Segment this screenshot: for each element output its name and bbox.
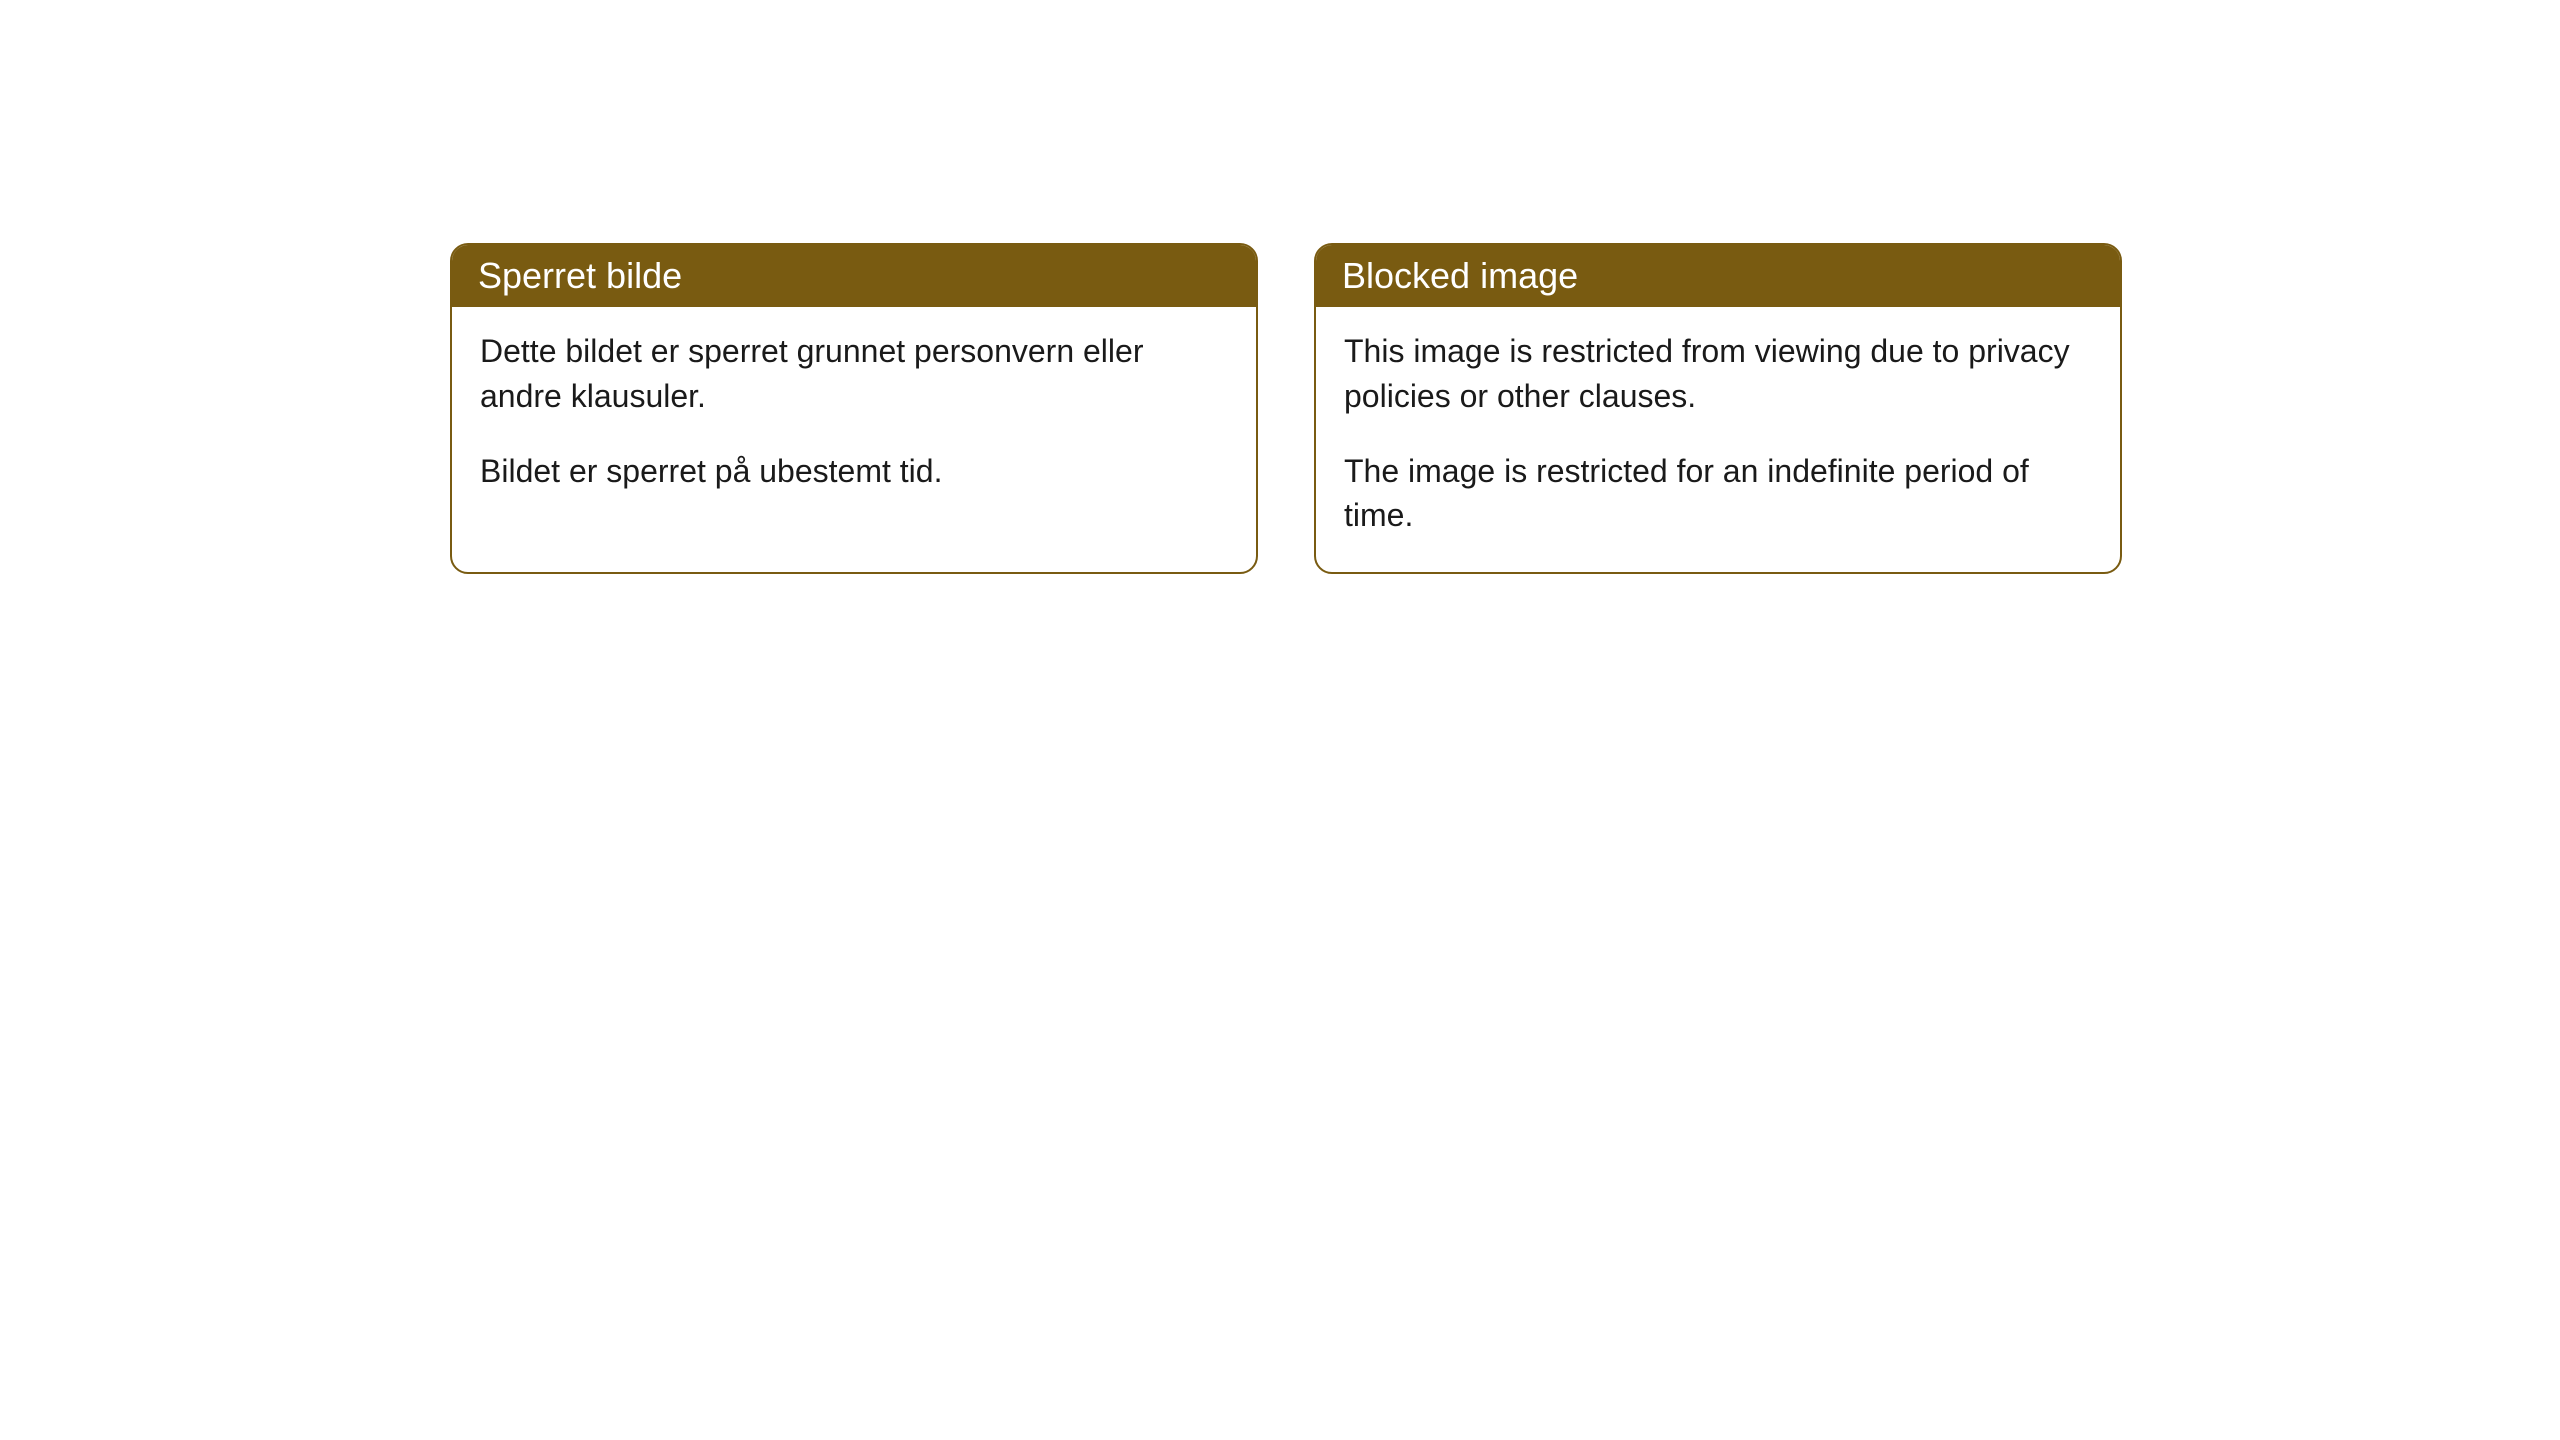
card-header-norwegian: Sperret bilde (452, 245, 1256, 307)
card-body-norwegian: Dette bildet er sperret grunnet personve… (452, 307, 1256, 527)
card-paragraph-1-norwegian: Dette bildet er sperret grunnet personve… (480, 329, 1228, 419)
card-header-english: Blocked image (1316, 245, 2120, 307)
card-norwegian: Sperret bilde Dette bildet er sperret gr… (450, 243, 1258, 574)
card-paragraph-2-norwegian: Bildet er sperret på ubestemt tid. (480, 449, 1228, 494)
card-paragraph-1-english: This image is restricted from viewing du… (1344, 329, 2092, 419)
card-paragraph-2-english: The image is restricted for an indefinit… (1344, 449, 2092, 539)
card-body-english: This image is restricted from viewing du… (1316, 307, 2120, 572)
cards-container: Sperret bilde Dette bildet er sperret gr… (450, 243, 2122, 574)
card-english: Blocked image This image is restricted f… (1314, 243, 2122, 574)
